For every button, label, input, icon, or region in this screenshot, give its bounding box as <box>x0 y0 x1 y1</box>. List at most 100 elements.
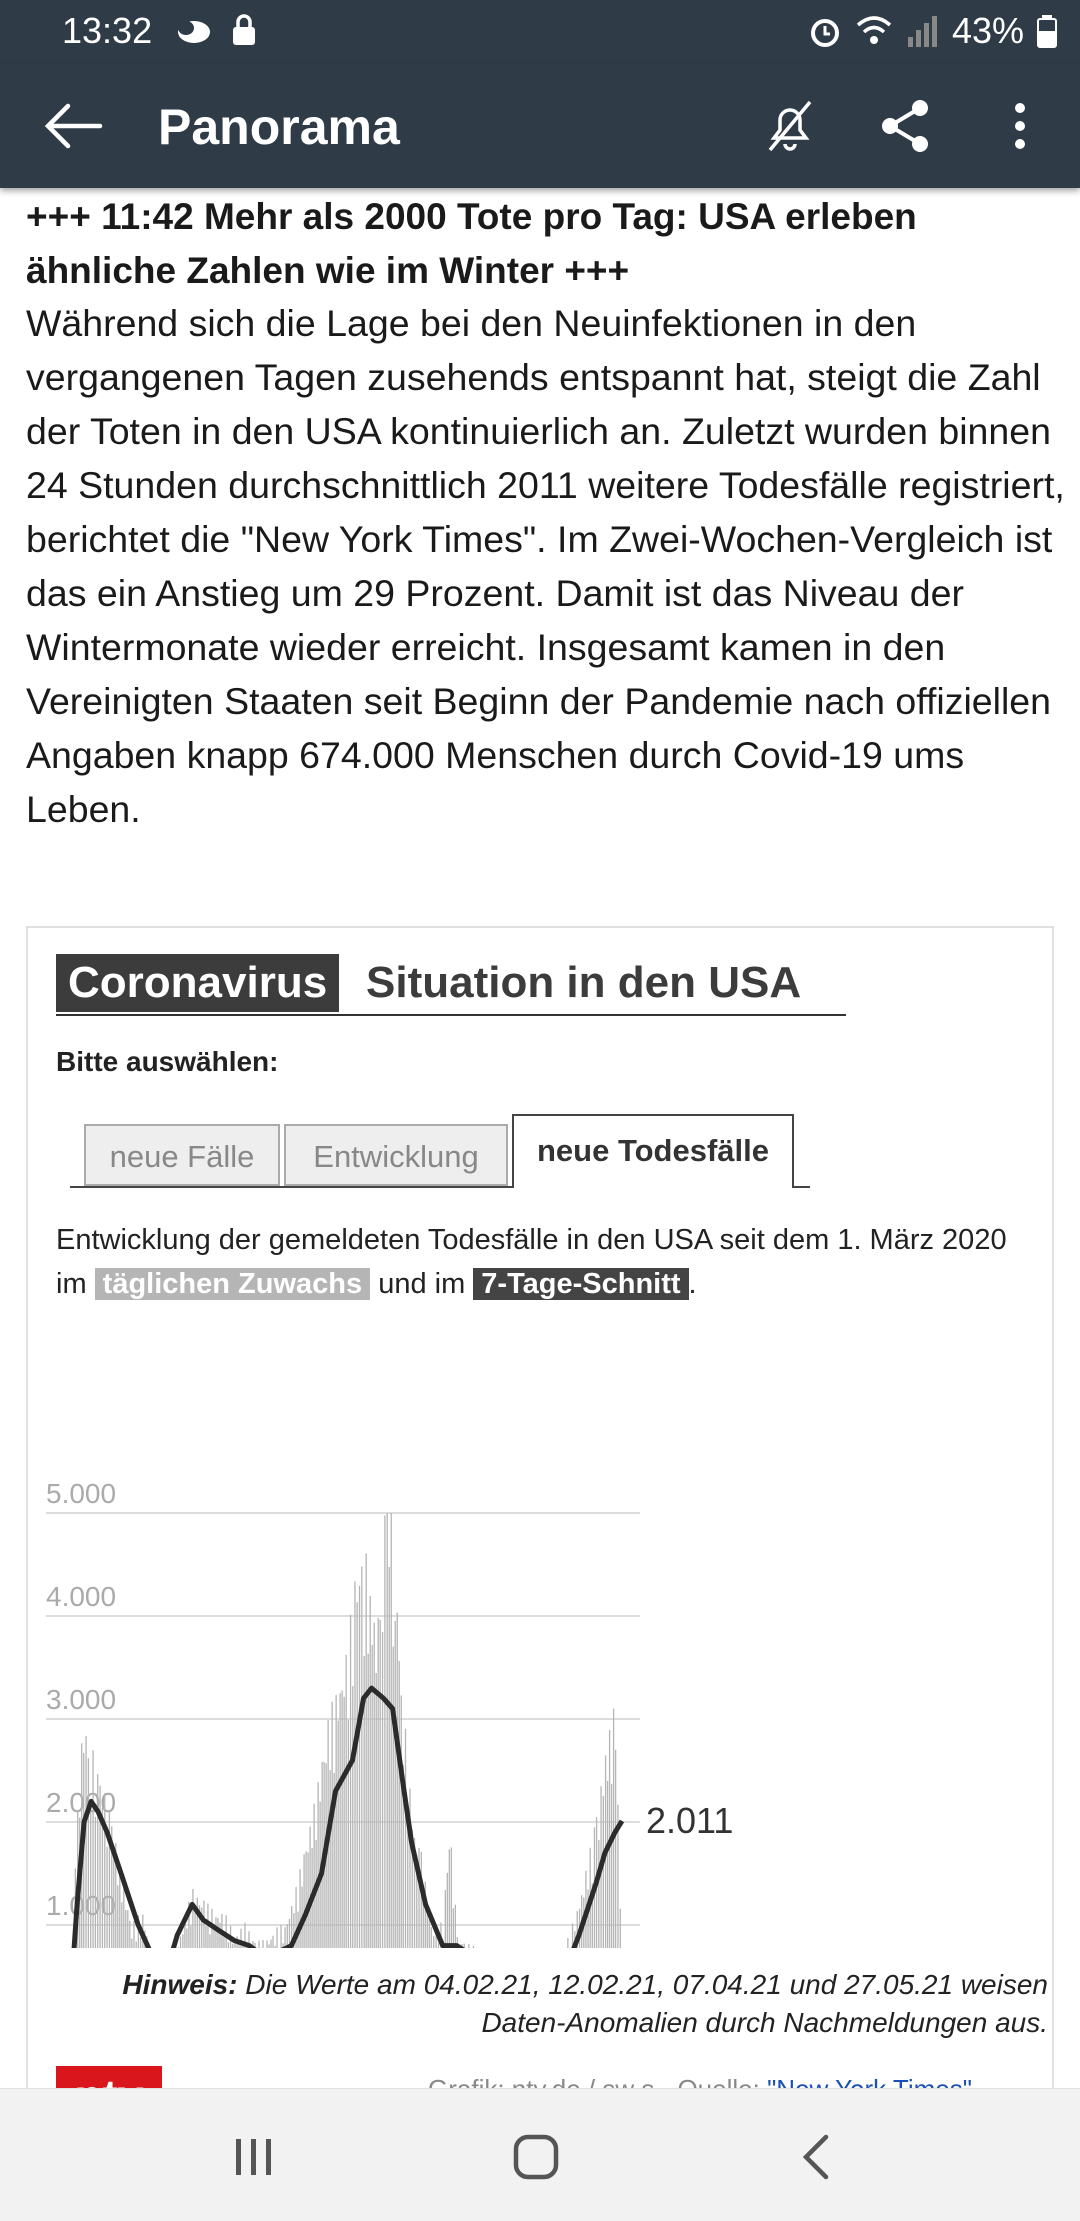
daily-bar <box>333 1773 335 1948</box>
daily-bar <box>223 1936 225 1948</box>
daily-bar <box>377 1617 379 1948</box>
daily-bar <box>363 1655 365 1948</box>
recent-apps-icon[interactable] <box>214 2125 294 2189</box>
daily-bar <box>422 1898 424 1948</box>
tab-neue-faelle[interactable]: neue Fälle <box>84 1124 280 1186</box>
daily-bar <box>418 1847 420 1948</box>
daily-bar <box>388 1566 390 1948</box>
daily-bar <box>238 1941 240 1948</box>
daily-bar <box>337 1720 339 1948</box>
daily-bar <box>413 1838 416 1948</box>
daily-bar <box>400 1695 402 1948</box>
more-vert-icon[interactable] <box>990 94 1050 158</box>
back-arrow-icon[interactable] <box>40 98 106 154</box>
daily-bar <box>179 1936 182 1948</box>
daily-bar <box>258 1940 260 1948</box>
daily-bar <box>135 1941 137 1948</box>
daily-bar <box>456 1937 459 1948</box>
back-nav-icon[interactable] <box>778 2125 858 2189</box>
daily-bar <box>307 1852 309 1948</box>
daily-bar <box>184 1917 186 1948</box>
app-bar: Panorama <box>0 64 1080 188</box>
daily-bar <box>430 1927 432 1948</box>
chip-average: 7-Tage-Schnitt <box>473 1268 689 1300</box>
daily-bar <box>356 1602 358 1948</box>
description-mid: und im <box>378 1268 466 1300</box>
daily-bar <box>587 1889 589 1948</box>
daily-bar <box>213 1923 215 1948</box>
daily-bar <box>194 1908 196 1948</box>
daily-bar <box>303 1854 305 1948</box>
daily-bar <box>203 1900 205 1948</box>
cloud-icon <box>178 21 210 43</box>
daily-bar <box>232 1943 234 1948</box>
daily-bar <box>602 1795 604 1948</box>
daily-bar <box>192 1889 194 1948</box>
y-tick-label: 2.000 <box>46 1787 116 1818</box>
article-content: +++ 11:42 Mehr als 2000 Tote pro Tag: US… <box>0 188 1080 2088</box>
daily-bar <box>131 1938 133 1948</box>
daily-bar <box>361 1566 363 1948</box>
daily-bar <box>416 1855 418 1948</box>
daily-bar <box>345 1654 347 1948</box>
daily-bar <box>272 1935 274 1948</box>
daily-bar <box>252 1941 254 1948</box>
daily-bar <box>115 1843 117 1948</box>
daily-bar <box>106 1846 108 1948</box>
daily-bar <box>472 1946 475 1948</box>
daily-bar <box>341 1690 343 1948</box>
daily-bar <box>390 1513 392 1948</box>
daily-bar <box>268 1944 270 1948</box>
daily-bar <box>343 1696 345 1948</box>
daily-bar <box>97 1774 99 1948</box>
daily-bar <box>576 1911 578 1948</box>
daily-bar <box>108 1811 111 1948</box>
daily-bar <box>404 1728 407 1948</box>
home-icon[interactable] <box>496 2125 576 2189</box>
daily-bar <box>280 1924 282 1948</box>
daily-bar <box>293 1913 295 1948</box>
daily-bar <box>225 1915 227 1948</box>
daily-bar <box>121 1902 123 1948</box>
widget-title-highlight: Coronavirus <box>56 954 340 1012</box>
daily-bar <box>209 1934 211 1948</box>
share-icon[interactable] <box>876 94 936 158</box>
daily-bar <box>407 1819 409 1948</box>
daily-bar <box>291 1906 293 1948</box>
daily-bar <box>433 1936 435 1948</box>
daily-bar <box>196 1897 198 1948</box>
daily-bar <box>227 1942 230 1948</box>
daily-bar <box>347 1719 350 1948</box>
description-prefix: Entwicklung der gemeldeten Todesfälle in… <box>56 1224 1007 1300</box>
daily-bar <box>461 1943 463 1948</box>
description-end: . <box>688 1268 697 1300</box>
daily-bar <box>617 1804 619 1948</box>
daily-bar <box>104 1793 106 1948</box>
daily-bar <box>567 1937 569 1948</box>
daily-bar <box>299 1869 301 1948</box>
daily-bar <box>234 1941 236 1948</box>
tab-neue-todesfaelle[interactable]: neue Todesfälle <box>512 1114 794 1188</box>
daily-bar <box>365 1553 367 1948</box>
daily-bar <box>352 1686 354 1948</box>
y-tick-label: 3.000 <box>46 1684 116 1715</box>
daily-bar <box>591 1883 593 1948</box>
daily-bar <box>177 1947 179 1948</box>
daily-bar <box>428 1912 430 1948</box>
daily-bar <box>85 1736 87 1948</box>
alarm-icon <box>810 19 839 47</box>
tab-entwicklung[interactable]: Entwicklung <box>284 1124 508 1186</box>
daily-bar <box>392 1646 394 1948</box>
daily-bar <box>270 1939 272 1948</box>
footer-source: Grafik: ntv.de / sw s · Quelle: "New Yor… <box>428 2074 972 2088</box>
source-link[interactable]: "New York Times" <box>767 2074 972 2088</box>
daily-bar <box>571 1923 574 1948</box>
notifications-off-icon[interactable] <box>760 94 820 158</box>
status-time: 13:32 <box>62 10 153 51</box>
daily-bar <box>606 1780 609 1948</box>
daily-bar <box>137 1915 140 1948</box>
hint-text: Die Werte am 04.02.21, 12.02.21, 07.04.2… <box>245 1969 1048 2038</box>
y-tick-label: 1.000 <box>46 1890 116 1921</box>
daily-bar <box>448 1849 450 1948</box>
daily-bar <box>139 1937 142 1948</box>
